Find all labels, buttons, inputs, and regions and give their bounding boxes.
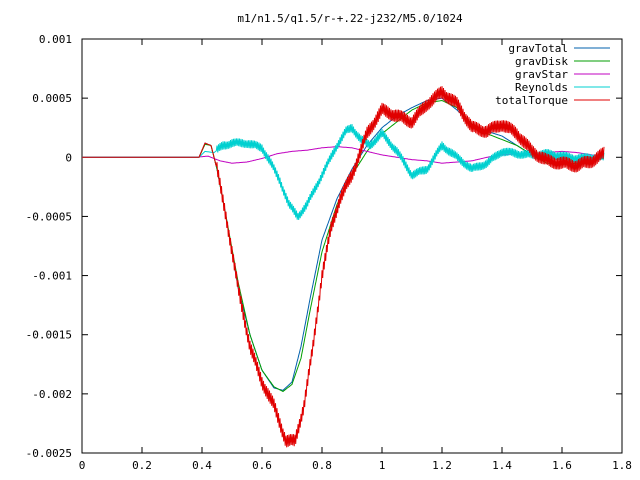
chart-title: m1/n1.5/q1.5/r-+.22-j232/M5.0/1024	[237, 12, 463, 25]
x-tick-label: 1	[379, 459, 386, 472]
x-tick-label: 1.2	[432, 459, 452, 472]
y-tick-label: 0	[65, 151, 72, 164]
plot-frame	[81, 38, 623, 454]
x-tick-label: 1.6	[552, 459, 572, 472]
x-tick-label: 0.2	[132, 459, 152, 472]
y-tick-label: -0.002	[32, 388, 72, 401]
y-tick-label: 0.0005	[32, 92, 72, 105]
axis-ticks: 0 0.2 0.4 0.6 0.8 1 1.2 1.4 1.6 1.8 -0.0025 -0.002 -…	[26, 33, 632, 472]
legend-label-totalTorque: totalTorque	[495, 94, 568, 107]
y-tick-label: -0.0005	[26, 210, 72, 223]
y-tick-label: 0.001	[39, 33, 72, 46]
x-tick-label: 1.8	[612, 459, 632, 472]
x-tick-label: 0.8	[312, 459, 332, 472]
legend: gravTotalgravDiskgravStarReynoldstotalTo…	[495, 42, 610, 107]
x-tick-label: 1.4	[492, 459, 512, 472]
y-tick-label: -0.0025	[26, 447, 72, 460]
legend-label-Reynolds: Reynolds	[515, 81, 568, 94]
x-tick-label: 0.6	[252, 459, 272, 472]
y-tick-label: -0.001	[32, 270, 72, 283]
legend-label-gravDisk: gravDisk	[515, 55, 568, 68]
y-tick-label: -0.0015	[26, 329, 72, 342]
legend-label-gravTotal: gravTotal	[508, 42, 568, 55]
series-line-totalTorque	[82, 86, 605, 448]
series-lines	[82, 86, 605, 448]
x-tick-label: 0.4	[192, 459, 212, 472]
x-tick-label: 0	[79, 459, 86, 472]
legend-label-gravStar: gravStar	[515, 68, 568, 81]
